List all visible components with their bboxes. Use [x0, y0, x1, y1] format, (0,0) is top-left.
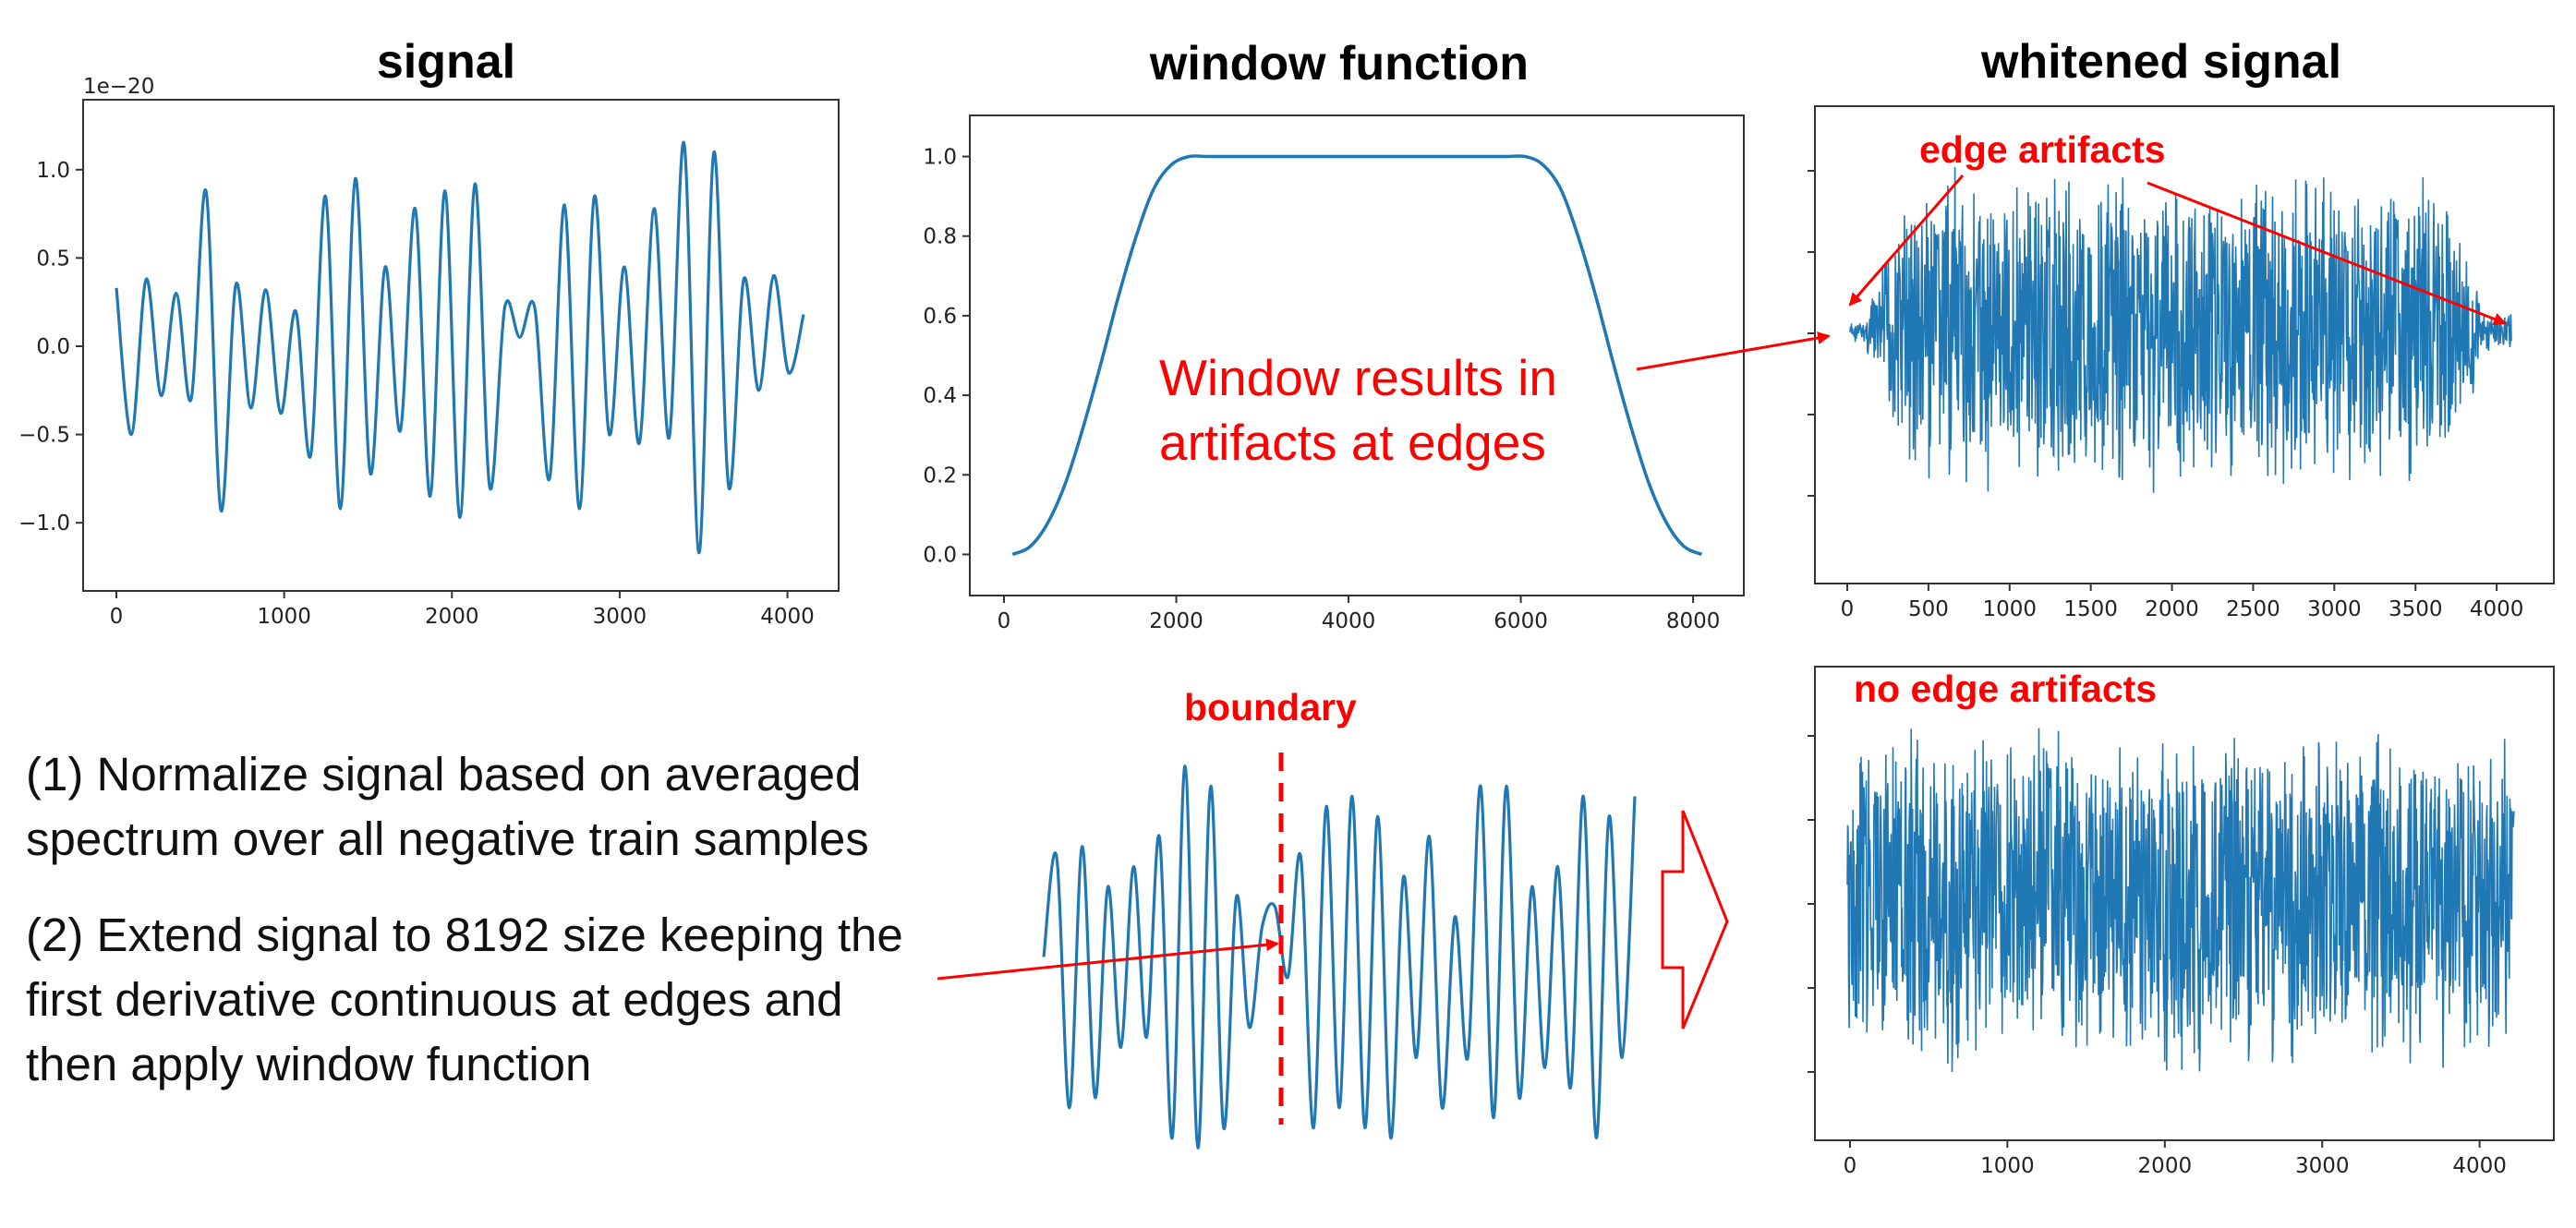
step2-line3: then apply window function [26, 1038, 591, 1090]
window-x-tick-label: 6000 [1494, 609, 1548, 633]
window-chart-frame [969, 114, 1745, 596]
window-y-tick-label: 0.6 [923, 305, 957, 329]
whitened2-x-tick-label: 1000 [1980, 1154, 2035, 1178]
edge-artifacts-label: edge artifacts [1919, 128, 2166, 171]
window-x-tick-label: 4000 [1322, 609, 1376, 633]
signal-y-tick-label: 0.5 [36, 247, 70, 271]
signal-chart: signal 1e−20 0 1000 2000 3000 4000 −1.0 −0.5 0.… [18, 35, 840, 629]
step2-line1: (2) Extend signal to 8192 size keeping t… [26, 909, 903, 961]
signal-series-line [115, 140, 805, 555]
signal-x-tick-label: 2000 [425, 605, 479, 629]
signal-chart-title: signal [377, 35, 515, 89]
step1-line1: (1) Normalize signal based on averaged [26, 748, 861, 801]
whitened-x-tick-label: 2000 [2145, 597, 2199, 621]
whitened-x-tick-label: 2500 [2226, 597, 2280, 621]
whitened-x-tick-label: 1000 [1983, 597, 2038, 621]
signal-x-tick-label: 1000 [257, 605, 311, 629]
window-note-line1: Window results in [1159, 349, 1557, 406]
window-x-tick-label: 8000 [1666, 609, 1721, 633]
window-y-tick-label: 0.2 [923, 464, 957, 488]
window-y-tick-label: 0.8 [923, 225, 957, 249]
window-y-tick-label: 0.0 [923, 543, 957, 567]
whitened-x-tick-label: 0 [1841, 597, 1855, 621]
whitened2-series-line [1846, 728, 2515, 1073]
window-x-tick-label: 0 [998, 609, 1011, 633]
extended-chart: boundary [1042, 686, 1637, 1150]
whitened-x-tick-label: 3500 [2389, 597, 2443, 621]
signal-x-tick-label: 4000 [760, 605, 815, 629]
window-chart-title: window function [1149, 37, 1529, 90]
signal-y-tick-label: −1.0 [18, 512, 70, 536]
extended-series-line [1042, 764, 1637, 1150]
window-chart: window function 0 2000 4000 6000 8000 0.0 0.2 0… [923, 37, 1745, 633]
whitened2-x-tick-label: 2000 [2138, 1154, 2193, 1178]
whitened-x-tick-label: 500 [1908, 597, 1949, 621]
whitened2-x-tick-label: 0 [1844, 1154, 1857, 1178]
whitened-x-tick-label: 4000 [2470, 597, 2524, 621]
whitened-chart-frame [1814, 105, 2555, 584]
window-y-tick-label: 1.0 [923, 146, 957, 170]
boundary-label: boundary [1184, 686, 1357, 728]
steps-text: (1) Normalize signal based on averaged s… [26, 748, 903, 1090]
whitened-chart: whitened signal 0 500 1000 1500 2000 2500 3000… [1808, 35, 2555, 621]
window-x-tick-label: 2000 [1149, 609, 1203, 633]
signal-chart-scale-label: 1e−20 [83, 75, 154, 99]
steps-boundary-arrow [937, 938, 1279, 981]
whitened-x-tick-label: 3000 [2307, 597, 2362, 621]
no-edge-artifacts-label: no edge artifacts [1854, 668, 2157, 710]
window-note-line2: artifacts at edges [1159, 414, 1546, 471]
step2-line2: first derivative continuous at edges and [26, 973, 843, 1026]
whitened2-x-tick-label: 4000 [2452, 1154, 2507, 1178]
window-note-arrow [1636, 331, 1831, 371]
signal-y-tick-label: 1.0 [36, 159, 70, 183]
whitened2-x-tick-label: 3000 [2295, 1154, 2350, 1178]
signal-y-tick-label: 0.0 [36, 335, 70, 359]
annotation-arrows [937, 175, 2507, 981]
signal-x-tick-label: 0 [110, 605, 124, 629]
step1-line2: spectrum over all negative train samples [26, 813, 869, 865]
whitened2-chart: 0 1000 2000 3000 4000 no edge artifacts [1808, 666, 2555, 1178]
right-arrow-icon [1661, 810, 1729, 1029]
window-series-line [1011, 154, 1703, 557]
edge-arrow-right [2147, 181, 2507, 326]
edge-arrow-left [1848, 175, 1965, 307]
signal-y-tick-label: −0.5 [18, 424, 70, 448]
whitened-chart-title: whitened signal [1980, 35, 2341, 89]
whitened-series-line [1849, 167, 2512, 493]
signal-x-tick-label: 3000 [593, 605, 647, 629]
whitened-x-tick-label: 1500 [2063, 597, 2118, 621]
window-y-tick-label: 0.4 [923, 384, 957, 408]
